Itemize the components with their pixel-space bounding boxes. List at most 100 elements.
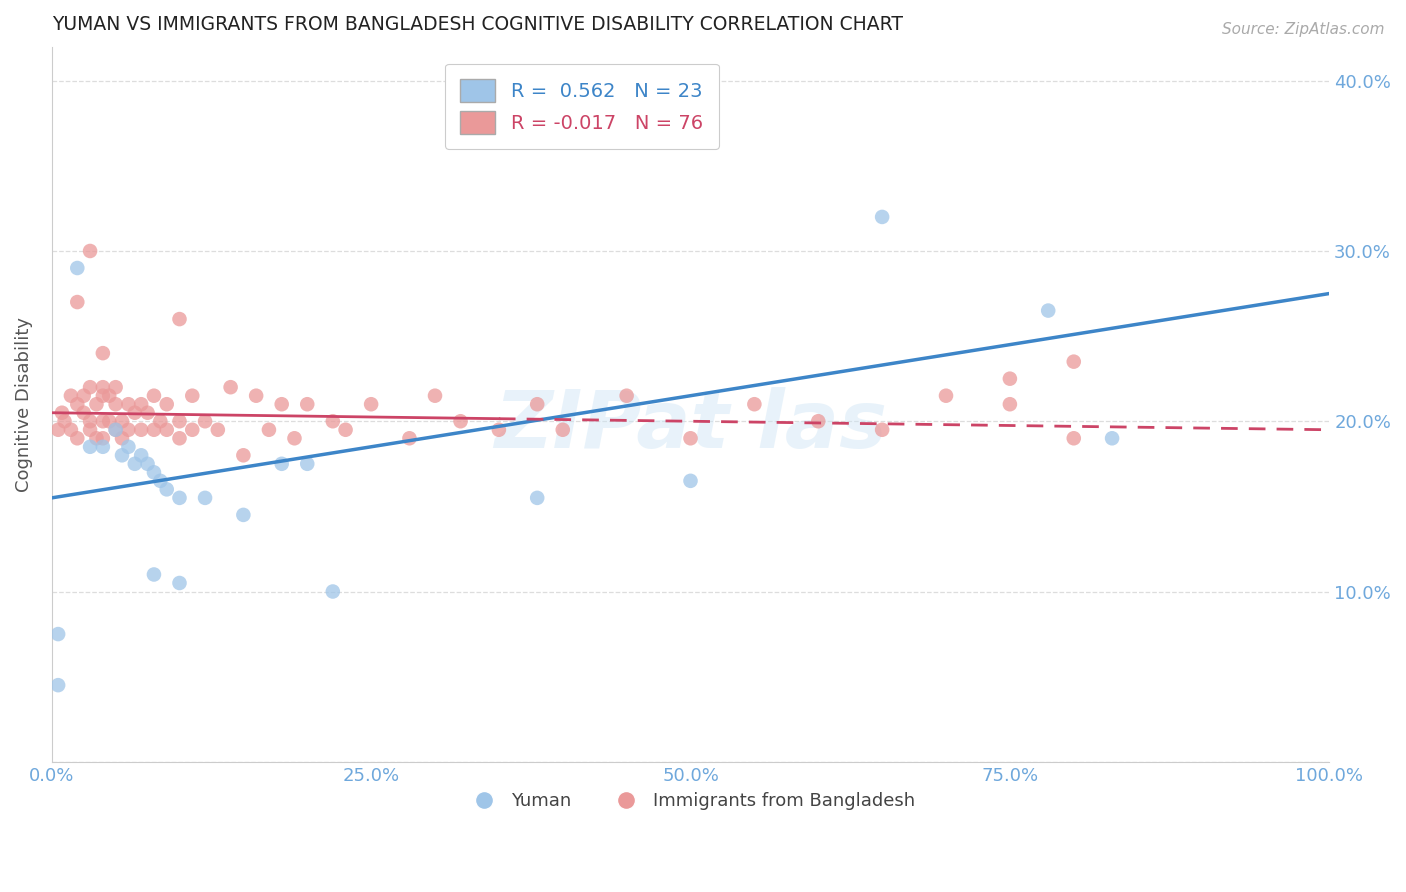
Point — [86, 397, 108, 411]
Point — [870, 423, 893, 437]
Point — [245, 389, 267, 403]
Point — [322, 584, 344, 599]
Point — [46, 423, 69, 437]
Point — [91, 346, 114, 360]
Point — [79, 414, 101, 428]
Point — [232, 508, 254, 522]
Point — [129, 448, 152, 462]
Point — [181, 423, 204, 437]
Point — [149, 414, 172, 428]
Point — [807, 414, 830, 428]
Text: YUMAN VS IMMIGRANTS FROM BANGLADESH COGNITIVE DISABILITY CORRELATION CHART: YUMAN VS IMMIGRANTS FROM BANGLADESH COGN… — [52, 15, 903, 34]
Point — [79, 423, 101, 437]
Point — [98, 389, 121, 403]
Point — [616, 389, 638, 403]
Point — [181, 389, 204, 403]
Point — [124, 457, 146, 471]
Point — [124, 406, 146, 420]
Point — [79, 440, 101, 454]
Point — [335, 423, 357, 437]
Point — [270, 397, 292, 411]
Point — [136, 457, 159, 471]
Point — [169, 576, 191, 591]
Point — [1101, 431, 1123, 445]
Text: ZIPat las: ZIPat las — [494, 386, 887, 465]
Point — [104, 380, 127, 394]
Point — [111, 448, 134, 462]
Point — [156, 397, 179, 411]
Point — [91, 380, 114, 394]
Point — [194, 491, 217, 505]
Point — [142, 423, 165, 437]
Point — [551, 423, 574, 437]
Point — [297, 397, 319, 411]
Point — [104, 423, 127, 437]
Point — [297, 457, 319, 471]
Point — [149, 474, 172, 488]
Point — [219, 380, 242, 394]
Point — [86, 431, 108, 445]
Point — [142, 466, 165, 480]
Point — [398, 431, 420, 445]
Legend: Yuman, Immigrants from Bangladesh: Yuman, Immigrants from Bangladesh — [458, 785, 922, 817]
Point — [169, 491, 191, 505]
Point — [998, 372, 1021, 386]
Point — [104, 423, 127, 437]
Point — [66, 260, 89, 275]
Point — [117, 423, 139, 437]
Point — [322, 414, 344, 428]
Point — [488, 423, 510, 437]
Point — [66, 397, 89, 411]
Point — [117, 397, 139, 411]
Point — [73, 406, 96, 420]
Point — [142, 567, 165, 582]
Point — [156, 423, 179, 437]
Point — [935, 389, 957, 403]
Point — [360, 397, 382, 411]
Point — [46, 627, 69, 641]
Point — [283, 431, 305, 445]
Point — [73, 389, 96, 403]
Point — [423, 389, 446, 403]
Point — [59, 423, 82, 437]
Point — [46, 678, 69, 692]
Point — [66, 431, 89, 445]
Point — [66, 295, 89, 310]
Point — [169, 431, 191, 445]
Point — [129, 423, 152, 437]
Point — [526, 397, 548, 411]
Point — [117, 440, 139, 454]
Point — [91, 414, 114, 428]
Point — [91, 389, 114, 403]
Point — [53, 414, 76, 428]
Text: Source: ZipAtlas.com: Source: ZipAtlas.com — [1222, 22, 1385, 37]
Point — [91, 440, 114, 454]
Point — [679, 474, 702, 488]
Point — [111, 431, 134, 445]
Point — [679, 431, 702, 445]
Point — [91, 431, 114, 445]
Point — [257, 423, 280, 437]
Point — [232, 448, 254, 462]
Point — [59, 389, 82, 403]
Point — [98, 414, 121, 428]
Point — [79, 244, 101, 258]
Point — [870, 210, 893, 224]
Point — [142, 389, 165, 403]
Point — [744, 397, 766, 411]
Point — [998, 397, 1021, 411]
Point — [79, 380, 101, 394]
Point — [136, 406, 159, 420]
Y-axis label: Cognitive Disability: Cognitive Disability — [15, 317, 32, 491]
Point — [194, 414, 217, 428]
Point — [1063, 354, 1085, 368]
Point — [51, 406, 73, 420]
Point — [111, 414, 134, 428]
Point — [270, 457, 292, 471]
Point — [1038, 303, 1060, 318]
Point — [156, 483, 179, 497]
Point — [169, 414, 191, 428]
Point — [526, 491, 548, 505]
Point — [207, 423, 229, 437]
Point — [129, 397, 152, 411]
